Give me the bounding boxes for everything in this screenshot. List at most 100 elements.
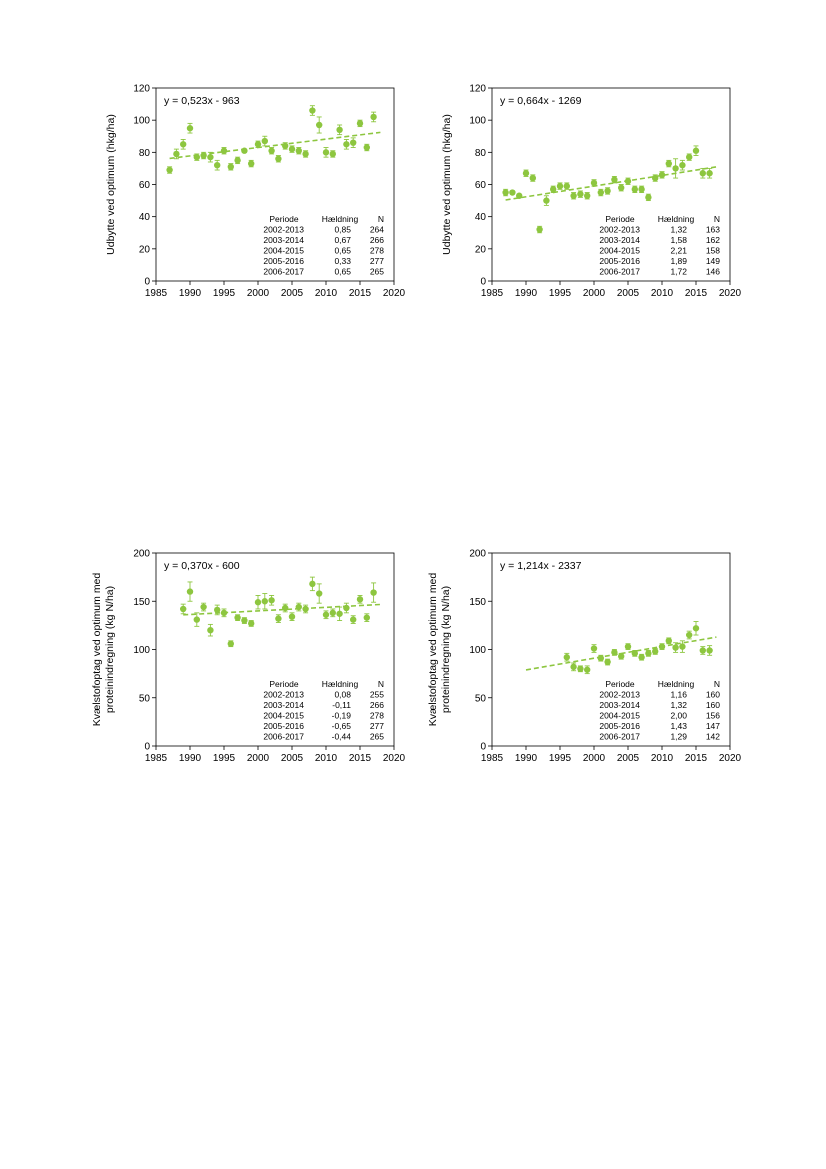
data-point bbox=[186, 122, 194, 134]
x-tick-label: 1995 bbox=[549, 288, 572, 299]
table-cell: 147 bbox=[706, 721, 720, 731]
y-tick-label: 20 bbox=[139, 244, 151, 255]
point-marker bbox=[193, 153, 200, 161]
table-cell: 278 bbox=[370, 246, 384, 256]
point-marker bbox=[248, 620, 255, 627]
data-point bbox=[638, 185, 645, 193]
y-tick-label: 200 bbox=[133, 549, 150, 560]
y-tick-label: 0 bbox=[144, 277, 150, 288]
data-point bbox=[193, 612, 200, 627]
table-cell: 2,00 bbox=[670, 711, 687, 721]
point-marker bbox=[214, 606, 221, 614]
point-marker bbox=[193, 616, 200, 623]
y-axis-label: Kvælstofoptag ved optimum med bbox=[91, 573, 103, 727]
data-point bbox=[220, 147, 228, 155]
data-point bbox=[220, 608, 228, 618]
data-point bbox=[288, 145, 296, 153]
table-cell: 2006-2017 bbox=[599, 267, 640, 277]
point-marker bbox=[241, 147, 248, 154]
table-cell: 2006-2017 bbox=[599, 732, 640, 742]
point-marker bbox=[679, 162, 686, 169]
table-cell: 162 bbox=[706, 235, 720, 245]
table-cell: 142 bbox=[706, 732, 720, 742]
point-marker bbox=[665, 637, 672, 645]
point-marker bbox=[309, 107, 316, 114]
table-cell: -0,65 bbox=[332, 721, 352, 731]
chart-yield-right: 1985 1990 1995 2000 2005 2010 2015 2020 0 20 40 60 8… bbox=[436, 80, 746, 320]
point-marker bbox=[254, 599, 262, 606]
data-point bbox=[316, 583, 323, 604]
table-cell: 277 bbox=[370, 256, 384, 266]
y-tick-label: 100 bbox=[469, 645, 486, 656]
data-point bbox=[200, 151, 207, 160]
table-header: Hældning bbox=[658, 214, 695, 224]
point-marker bbox=[652, 648, 659, 655]
table-cell: 2006-2017 bbox=[263, 732, 304, 742]
chart-svg: 1985 1990 1995 2000 2005 2010 2015 2020 0 20 40 60 8… bbox=[105, 84, 406, 300]
point-marker bbox=[509, 189, 516, 196]
data-point bbox=[241, 147, 248, 154]
data-point bbox=[529, 174, 536, 182]
y-axis-label: proteinindregning (kg N/ha) bbox=[104, 586, 116, 713]
point-marker bbox=[220, 147, 228, 154]
table-cell: 255 bbox=[370, 690, 384, 700]
point-marker bbox=[234, 614, 241, 621]
point-marker bbox=[261, 137, 268, 145]
y-tick-label: 200 bbox=[469, 549, 486, 560]
point-marker bbox=[611, 649, 618, 656]
point-marker bbox=[638, 654, 645, 661]
table-cell: 0,08 bbox=[334, 690, 351, 700]
table-cell: 156 bbox=[706, 711, 720, 721]
y-tick-label: 40 bbox=[139, 212, 151, 223]
point-marker bbox=[288, 145, 296, 153]
point-marker bbox=[268, 147, 275, 154]
point-marker bbox=[322, 611, 330, 618]
point-marker bbox=[329, 150, 336, 158]
table-cell: 2002-2013 bbox=[599, 225, 640, 235]
x-tick-label: 1985 bbox=[481, 753, 504, 764]
data-point bbox=[350, 137, 357, 148]
point-marker bbox=[343, 604, 350, 612]
table-cell: 158 bbox=[706, 246, 720, 256]
point-marker bbox=[363, 144, 370, 151]
point-marker bbox=[336, 126, 343, 134]
data-point bbox=[322, 147, 330, 158]
data-point bbox=[343, 602, 350, 614]
point-marker bbox=[275, 155, 282, 162]
y-tick-label: 120 bbox=[133, 84, 150, 95]
point-marker bbox=[336, 610, 343, 617]
table-cell: 2004-2015 bbox=[263, 711, 304, 721]
data-point bbox=[706, 167, 713, 179]
x-tick-label: 2010 bbox=[315, 753, 338, 764]
point-marker bbox=[200, 603, 207, 611]
table-cell: 160 bbox=[706, 690, 720, 700]
data-point bbox=[624, 177, 632, 185]
point-marker bbox=[302, 605, 309, 613]
chart-svg: 1985 1990 1995 2000 2005 2010 2015 2020 0 50 100 15… bbox=[91, 549, 406, 765]
data-point bbox=[699, 167, 706, 179]
table-cell: 1,32 bbox=[670, 225, 687, 235]
data-point bbox=[343, 139, 350, 150]
y-tick-label: 120 bbox=[469, 84, 486, 95]
y-axis-label: proteinindregning (kg N/ha) bbox=[440, 586, 452, 713]
point-marker bbox=[679, 643, 686, 650]
point-marker bbox=[645, 194, 652, 201]
data-point bbox=[543, 195, 550, 206]
data-point bbox=[200, 602, 207, 612]
data-point bbox=[329, 150, 336, 158]
data-point bbox=[658, 171, 666, 179]
table-header: Hældning bbox=[658, 679, 695, 689]
point-marker bbox=[356, 120, 364, 127]
x-tick-label: 2020 bbox=[719, 753, 742, 764]
data-point bbox=[309, 576, 316, 592]
point-marker bbox=[268, 597, 275, 604]
point-marker bbox=[288, 613, 296, 620]
table-header: N bbox=[378, 679, 384, 689]
y-tick-label: 80 bbox=[139, 148, 151, 159]
table-cell: 2004-2015 bbox=[263, 246, 304, 256]
point-marker bbox=[590, 179, 598, 187]
data-point bbox=[652, 648, 659, 655]
point-marker bbox=[672, 644, 679, 651]
point-marker bbox=[686, 631, 693, 639]
data-point bbox=[370, 111, 377, 123]
